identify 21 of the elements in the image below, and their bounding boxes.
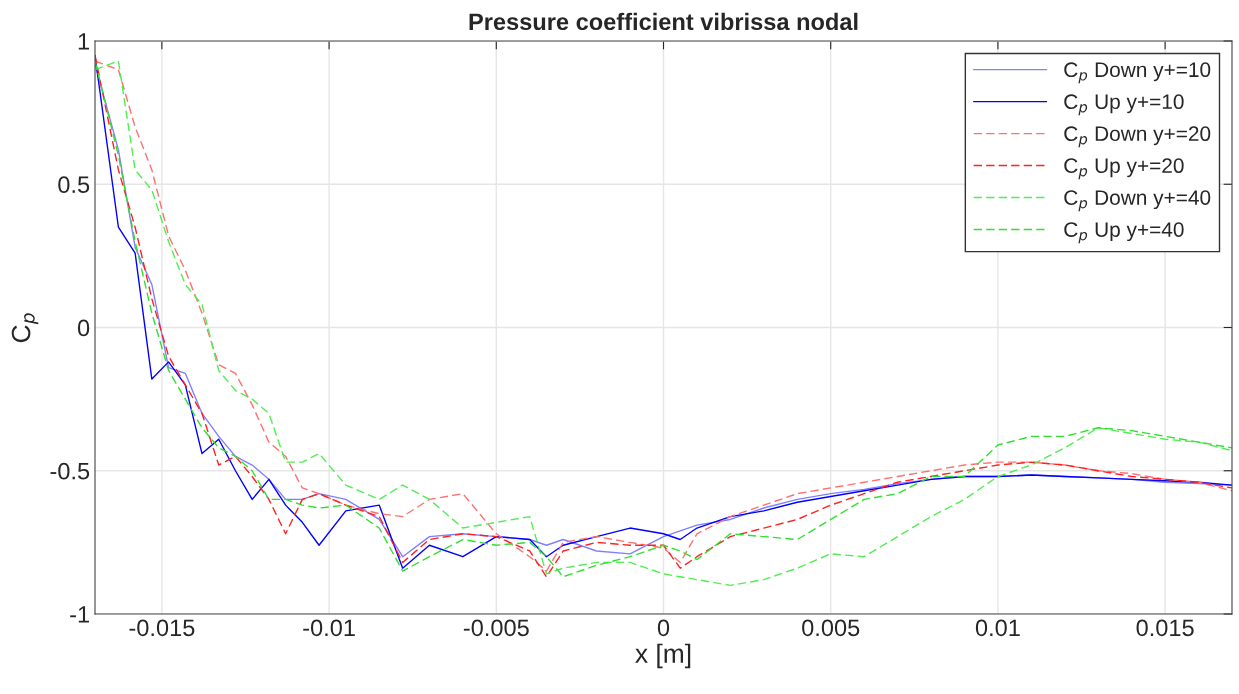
x-axis-title: x [m] — [635, 643, 691, 669]
x-tick-label: -0.015 — [129, 619, 195, 637]
legend-label: C$_{p}$ Down y+=20 — [1064, 126, 1211, 148]
legend-label: C$_{p}$ Down y+=40 — [1064, 190, 1211, 212]
x-tick-label: -0.005 — [463, 619, 529, 637]
legend-label: C$_{p}$ Up y+=10 — [1064, 94, 1184, 116]
legend-label: C$_{p}$ Down y+=10 — [1064, 62, 1211, 84]
x-tick-label: 0.01 — [975, 619, 1020, 637]
x-tick-label: 0.015 — [1136, 619, 1194, 637]
y-axis-title: C$_{p}$ — [11, 313, 39, 343]
chart-title: Pressure coefficient vibrissa nodal — [469, 12, 858, 31]
x-tick-label: 0 — [657, 619, 670, 637]
x-tick-label: 0.005 — [802, 619, 860, 637]
y-tick-label: 0 — [77, 319, 90, 337]
y-tick-label: 0.5 — [58, 176, 90, 194]
y-tick-label: -0.5 — [50, 462, 90, 480]
y-tick-label: 1 — [78, 33, 89, 50]
legend-label: C$_{p}$ Up y+=40 — [1064, 222, 1184, 244]
x-tick-label: -0.01 — [303, 619, 355, 637]
y-tick-label: -1 — [70, 606, 89, 623]
legend-label: C$_{p}$ Up y+=20 — [1064, 158, 1184, 180]
